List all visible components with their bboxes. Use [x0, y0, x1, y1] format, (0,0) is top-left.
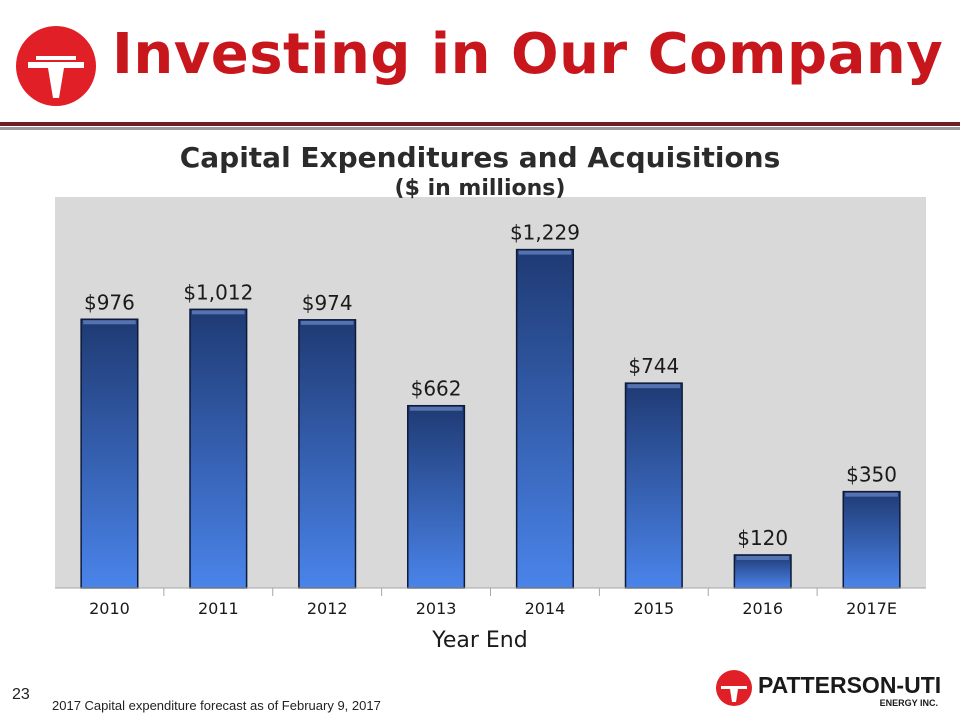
- bar-2013: [407, 404, 466, 589]
- data-label: $744: [628, 354, 679, 378]
- bar-2011: [189, 308, 248, 589]
- bar-2017e: [842, 490, 901, 589]
- x-tick-label: 2017E: [846, 599, 897, 618]
- x-tick-label: 2012: [307, 599, 348, 618]
- data-label: $976: [84, 290, 135, 314]
- data-label: $120: [737, 526, 788, 550]
- footnote: 2017 Capital expenditure forecast as of …: [52, 698, 381, 713]
- brand-name: PATTERSON-UTI: [758, 672, 941, 698]
- chart-subtitle: ($ in millions): [394, 176, 566, 201]
- data-label: $974: [302, 291, 353, 315]
- chart-title: Capital Expenditures and Acquisitions: [179, 141, 781, 174]
- x-tick-label: 2013: [416, 599, 457, 618]
- bar-2015: [624, 382, 683, 589]
- data-label: $662: [411, 377, 462, 401]
- brand-logo: PATTERSON-UTI ENERGY INC.: [716, 670, 941, 708]
- bar-2014: [515, 248, 574, 589]
- header-rule-gray: [0, 127, 960, 130]
- bar-highlight: [83, 320, 136, 325]
- bar-highlight: [627, 384, 681, 389]
- data-label: $1,229: [510, 221, 580, 245]
- x-axis-label: Year End: [432, 628, 528, 653]
- bar-highlight: [845, 492, 898, 497]
- data-label: $350: [846, 463, 897, 487]
- bar-2010: [80, 318, 139, 589]
- bar-2012: [298, 319, 357, 589]
- page-title: Investing in Our Company: [112, 22, 944, 87]
- bar-highlight: [518, 250, 572, 255]
- bar-highlight: [736, 555, 789, 560]
- bar-highlight: [409, 406, 463, 411]
- x-tick-label: 2015: [633, 599, 674, 618]
- header-rule-dark: [0, 122, 960, 126]
- brand-sub: ENERGY INC.: [880, 698, 938, 708]
- plot-background: [55, 197, 926, 588]
- x-tick-label: 2010: [89, 599, 130, 618]
- x-tick-label: 2016: [742, 599, 783, 618]
- company-logo-icon: [16, 26, 96, 106]
- x-tick-label: 2014: [525, 599, 566, 618]
- slide-number: 23: [12, 686, 30, 703]
- bar-highlight: [192, 310, 245, 315]
- x-tick-label: 2011: [198, 599, 239, 618]
- bar-highlight: [300, 320, 354, 325]
- data-label: $1,012: [183, 280, 253, 304]
